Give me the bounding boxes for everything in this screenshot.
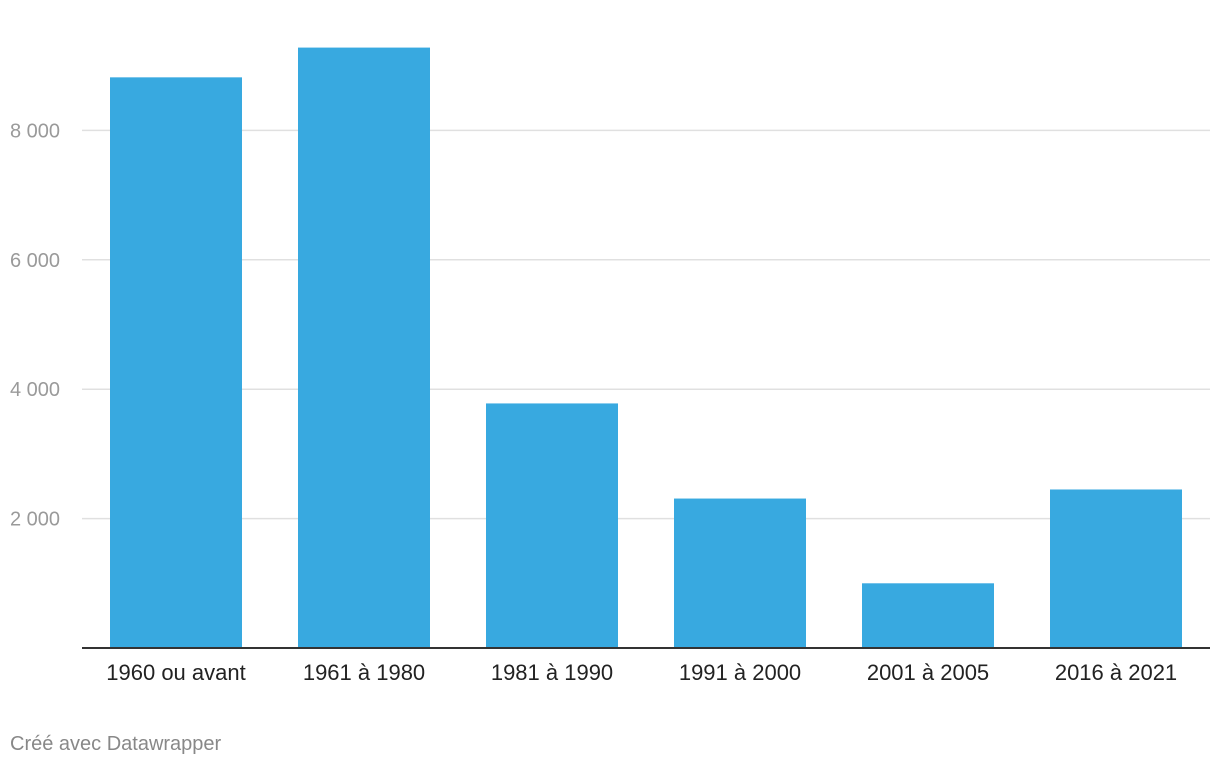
bar — [298, 47, 430, 649]
x-tick-label: 1981 à 1990 — [491, 660, 613, 685]
x-tick-label: 1961 à 1980 — [303, 660, 425, 685]
bar — [110, 77, 242, 648]
bar — [862, 583, 994, 648]
y-tick-label: 2 000 — [10, 509, 60, 531]
bars — [110, 47, 1182, 649]
x-tick-label: 2001 à 2005 — [867, 660, 989, 685]
x-tick-label: 1960 ou avant — [106, 660, 245, 685]
bar — [674, 498, 806, 648]
y-tick-label: 4 000 — [10, 379, 60, 401]
x-axis-labels: 1960 ou avant 1961 à 1980 1981 à 1990 1991 … — [106, 660, 1177, 685]
x-tick-label: 1991 à 2000 — [679, 660, 801, 685]
bar — [486, 403, 618, 648]
y-tick-label: 8 000 — [10, 120, 60, 142]
x-tick-label: 2016 à 2021 — [1055, 660, 1177, 685]
y-tick-label: 6 000 — [10, 250, 60, 272]
gridlines — [82, 129, 1210, 520]
y-axis-labels: 2 000 4 000 6 000 8 000 — [10, 120, 60, 530]
footer-credit: Créé avec Datawrapper — [10, 733, 222, 755]
bar-chart: 2 000 4 000 6 000 8 000 1960 ou avant 1961 à… — [10, 47, 1210, 685]
bar — [1050, 489, 1182, 648]
